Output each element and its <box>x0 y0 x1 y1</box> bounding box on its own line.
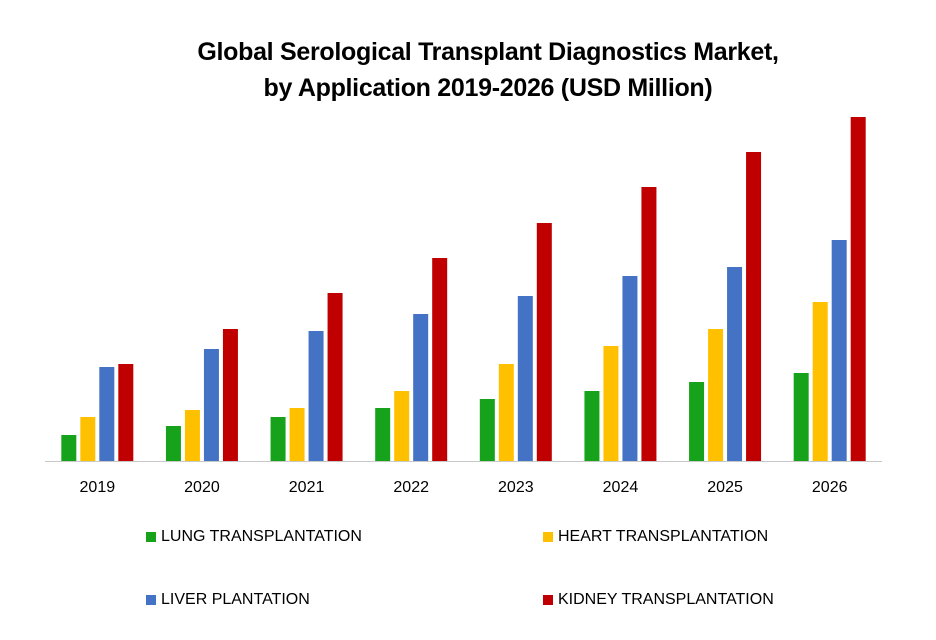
legend-label: LUNG TRANSPLANTATION <box>161 528 362 545</box>
x-tick-label-2019: 2019 <box>80 479 116 496</box>
bar-heart-transplantation-2022 <box>394 391 410 461</box>
bar-lung-transplantation-2025 <box>689 382 705 461</box>
chart-title-line-1: Global Serological Transplant Diagnostic… <box>197 38 779 66</box>
bar-liver-plantation-2021 <box>308 331 324 461</box>
bar-lung-transplantation-2026 <box>793 373 809 461</box>
legend-swatch <box>146 595 156 605</box>
chart-title-line-2: by Application 2019-2026 (USD Million) <box>263 74 713 102</box>
x-tick-label-2025: 2025 <box>707 479 743 496</box>
bar-lung-transplantation-2024 <box>584 391 600 461</box>
bar-liver-plantation-2019 <box>99 367 115 461</box>
bar-heart-transplantation-2026 <box>812 302 828 461</box>
bar-lung-transplantation-2023 <box>479 399 495 461</box>
legend-swatch <box>543 532 553 542</box>
legend-label: HEART TRANSPLANTATION <box>558 528 769 545</box>
x-tick-label-2026: 2026 <box>812 479 848 496</box>
bar-liver-plantation-2023 <box>517 296 533 461</box>
bar-lung-transplantation-2021 <box>270 417 286 461</box>
legend-swatch <box>146 532 156 542</box>
legend-item-kidney-transplantation: KIDNEY TRANSPLANTATION <box>543 591 774 609</box>
x-tick-label-2024: 2024 <box>603 479 639 496</box>
bar-heart-transplantation-2021 <box>289 408 305 461</box>
bar-liver-plantation-2026 <box>831 240 847 461</box>
legend-swatch <box>543 595 553 605</box>
bar-kidney-transplantation-2023 <box>536 223 552 461</box>
bar-kidney-transplantation-2019 <box>118 364 134 461</box>
bar-heart-transplantation-2020 <box>184 410 200 461</box>
x-tick-label-2023: 2023 <box>498 479 534 496</box>
bar-kidney-transplantation-2026 <box>850 117 866 461</box>
bar-heart-transplantation-2023 <box>498 364 514 461</box>
bar-lung-transplantation-2019 <box>61 435 77 461</box>
bar-heart-transplantation-2019 <box>80 417 96 461</box>
legend-item-heart-transplantation: HEART TRANSPLANTATION <box>543 528 768 546</box>
bar-lung-transplantation-2022 <box>375 408 391 461</box>
x-tick-label-2022: 2022 <box>393 479 429 496</box>
bar-liver-plantation-2020 <box>203 349 219 461</box>
chart-title: Global Serological Transplant Diagnostic… <box>0 34 936 106</box>
x-tick-label-2020: 2020 <box>184 479 220 496</box>
legend-item-liver-plantation: LIVER PLANTATION <box>146 591 310 609</box>
bar-kidney-transplantation-2025 <box>746 152 762 461</box>
bar-lung-transplantation-2020 <box>165 426 181 461</box>
x-tick-label-2021: 2021 <box>289 479 325 496</box>
bar-kidney-transplantation-2022 <box>432 258 448 461</box>
bar-liver-plantation-2025 <box>727 267 743 461</box>
bar-kidney-transplantation-2020 <box>222 329 238 461</box>
bar-heart-transplantation-2024 <box>603 346 619 461</box>
bar-heart-transplantation-2025 <box>708 329 724 461</box>
bar-liver-plantation-2024 <box>622 276 638 461</box>
bar-kidney-transplantation-2024 <box>641 187 657 461</box>
legend-label: KIDNEY TRANSPLANTATION <box>558 591 774 608</box>
legend-item-lung-transplantation: LUNG TRANSPLANTATION <box>146 528 362 546</box>
bar-liver-plantation-2022 <box>413 314 429 461</box>
legend-label: LIVER PLANTATION <box>161 591 310 608</box>
bar-kidney-transplantation-2021 <box>327 293 343 461</box>
